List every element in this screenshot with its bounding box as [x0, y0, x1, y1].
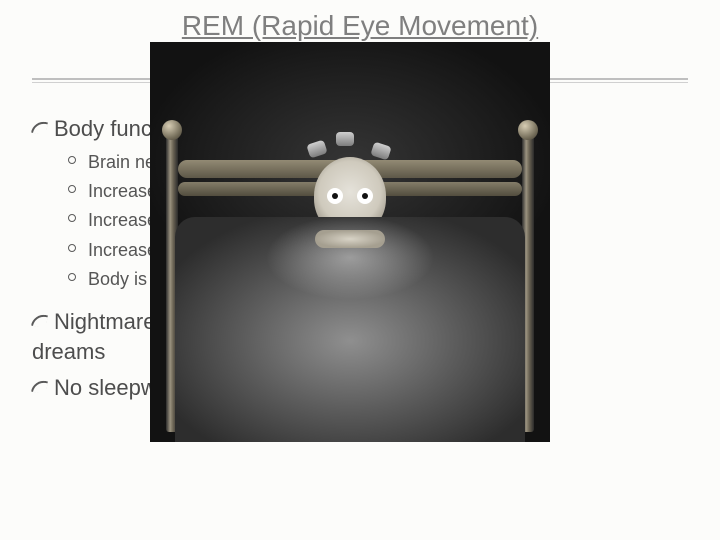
- page-title: REM (Rapid Eye Movement): [182, 10, 538, 41]
- title-area: REM (Rapid Eye Movement): [0, 10, 720, 42]
- bullet-nightmares-line2: dreams: [32, 337, 105, 367]
- bedpost-knob-left: [162, 120, 182, 140]
- slide: REM (Rapid Eye Movement) Body functions …: [0, 0, 720, 540]
- blanket: [175, 217, 525, 442]
- eye-left: [327, 188, 343, 204]
- photo-woman-in-bed: [150, 42, 550, 442]
- hands: [315, 230, 385, 248]
- eye-right: [357, 188, 373, 204]
- bedpost-knob-right: [518, 120, 538, 140]
- hair-curler-icon: [336, 132, 354, 146]
